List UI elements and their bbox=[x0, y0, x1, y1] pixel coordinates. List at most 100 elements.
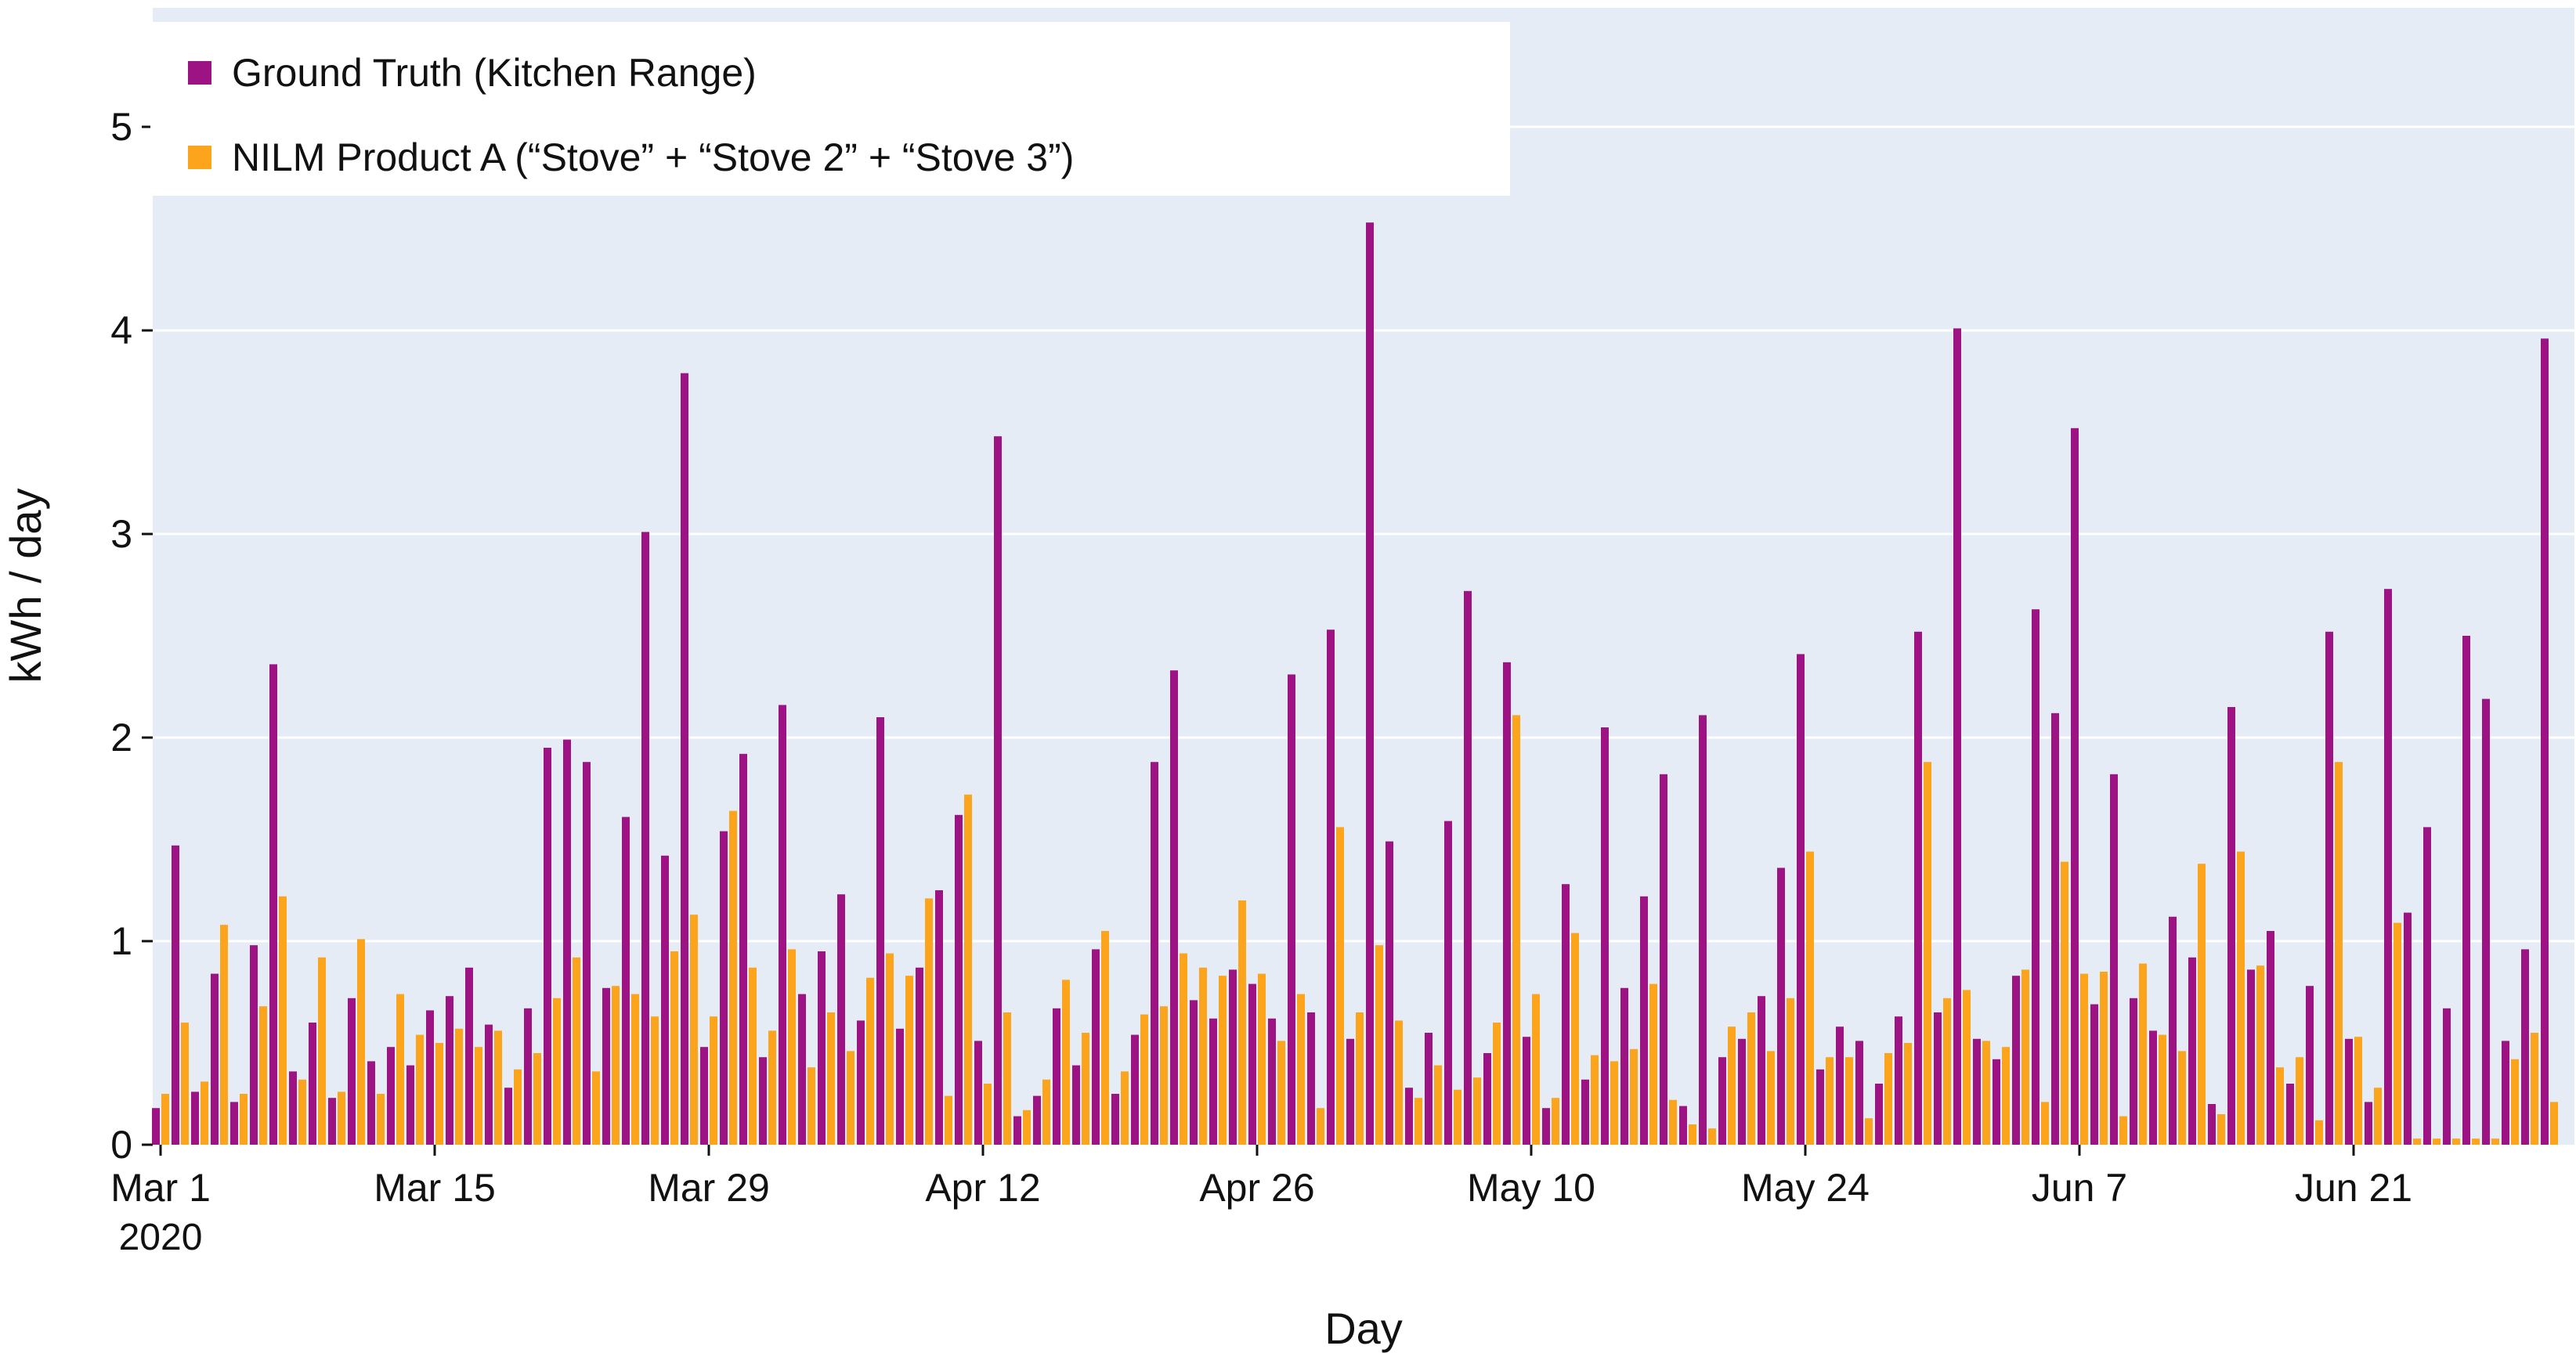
bar-nilm[interactable] bbox=[2100, 972, 2108, 1145]
bar-nilm[interactable] bbox=[1747, 1012, 1755, 1145]
bar-nilm[interactable] bbox=[807, 1067, 815, 1145]
bar-nilm[interactable] bbox=[1336, 827, 1344, 1145]
bar-nilm[interactable] bbox=[1904, 1043, 1912, 1145]
bar-nilm[interactable] bbox=[455, 1028, 463, 1145]
bar-nilm[interactable] bbox=[1728, 1026, 1736, 1145]
bar-ground-truth[interactable] bbox=[1875, 1084, 1883, 1145]
bar-ground-truth[interactable] bbox=[1934, 1012, 1942, 1145]
bar-ground-truth[interactable] bbox=[700, 1047, 708, 1145]
bar-nilm[interactable] bbox=[905, 976, 913, 1145]
bar-ground-truth[interactable] bbox=[2169, 916, 2177, 1145]
bar-nilm[interactable] bbox=[2315, 1120, 2323, 1145]
bar-ground-truth[interactable] bbox=[446, 996, 453, 1145]
bar-ground-truth[interactable] bbox=[1151, 762, 1158, 1145]
bar-nilm[interactable] bbox=[768, 1030, 776, 1145]
bar-ground-truth[interactable] bbox=[2443, 1008, 2451, 1145]
bar-ground-truth[interactable] bbox=[544, 748, 551, 1145]
bar-ground-truth[interactable] bbox=[2012, 976, 2020, 1145]
bar-ground-truth[interactable] bbox=[1738, 1038, 1746, 1145]
bar-ground-truth[interactable] bbox=[641, 532, 649, 1145]
bar-nilm[interactable] bbox=[788, 949, 796, 1145]
bar-nilm[interactable] bbox=[2531, 1033, 2538, 1145]
bar-ground-truth[interactable] bbox=[1797, 654, 1805, 1145]
bar-nilm[interactable] bbox=[1199, 967, 1207, 1145]
bar-nilm[interactable] bbox=[2021, 969, 2029, 1145]
bar-nilm[interactable] bbox=[1865, 1118, 1873, 1145]
bar-ground-truth[interactable] bbox=[896, 1028, 904, 1145]
bar-nilm[interactable] bbox=[1121, 1071, 1129, 1145]
bar-ground-truth[interactable] bbox=[1053, 1008, 1060, 1145]
bar-nilm[interactable] bbox=[1806, 851, 1814, 1145]
bar-ground-truth[interactable] bbox=[1562, 884, 1570, 1145]
bar-nilm[interactable] bbox=[2550, 1102, 2558, 1145]
bar-ground-truth[interactable] bbox=[955, 814, 963, 1145]
bar-nilm[interactable] bbox=[631, 994, 639, 1145]
bar-nilm[interactable] bbox=[1532, 994, 1540, 1145]
bar-ground-truth[interactable] bbox=[2345, 1038, 2353, 1145]
bar-nilm[interactable] bbox=[1414, 1098, 1422, 1145]
bar-nilm[interactable] bbox=[2178, 1051, 2186, 1145]
bar-nilm[interactable] bbox=[2159, 1034, 2166, 1145]
bar-nilm[interactable] bbox=[1649, 983, 1657, 1145]
bar-nilm[interactable] bbox=[1610, 1061, 1618, 1145]
bar-nilm[interactable] bbox=[2374, 1088, 2382, 1145]
bar-nilm[interactable] bbox=[592, 1071, 600, 1145]
bar-ground-truth[interactable] bbox=[504, 1088, 512, 1145]
bar-ground-truth[interactable] bbox=[191, 1091, 199, 1145]
bar-nilm[interactable] bbox=[690, 915, 698, 1145]
bar-ground-truth[interactable] bbox=[1013, 1116, 1021, 1145]
bar-nilm[interactable] bbox=[866, 977, 874, 1145]
bar-nilm[interactable] bbox=[964, 794, 972, 1145]
bar-ground-truth[interactable] bbox=[1640, 896, 1648, 1145]
bar-nilm[interactable] bbox=[2217, 1114, 2225, 1145]
bar-nilm[interactable] bbox=[1219, 976, 1227, 1145]
bar-ground-truth[interactable] bbox=[2541, 338, 2549, 1145]
bar-ground-truth[interactable] bbox=[2521, 949, 2529, 1145]
bar-nilm[interactable] bbox=[1317, 1108, 1324, 1145]
bar-nilm[interactable] bbox=[533, 1053, 541, 1145]
bar-ground-truth[interactable] bbox=[2247, 969, 2255, 1145]
bar-nilm[interactable] bbox=[1982, 1041, 1990, 1145]
bar-nilm[interactable] bbox=[1434, 1065, 1442, 1145]
bar-ground-truth[interactable] bbox=[935, 890, 943, 1145]
bar-ground-truth[interactable] bbox=[1209, 1018, 1217, 1145]
bar-ground-truth[interactable] bbox=[152, 1108, 160, 1145]
bar-ground-truth[interactable] bbox=[1170, 670, 1178, 1145]
bar-ground-truth[interactable] bbox=[2423, 827, 2431, 1145]
bar-ground-truth[interactable] bbox=[1620, 987, 1628, 1145]
bar-ground-truth[interactable] bbox=[2306, 986, 2314, 1145]
bar-ground-truth[interactable] bbox=[818, 951, 826, 1145]
bar-nilm[interactable] bbox=[1591, 1055, 1599, 1145]
bar-nilm[interactable] bbox=[396, 994, 404, 1145]
bar-nilm[interactable] bbox=[2511, 1059, 2519, 1145]
bar-nilm[interactable] bbox=[886, 953, 894, 1145]
bar-nilm[interactable] bbox=[729, 810, 737, 1145]
bar-ground-truth[interactable] bbox=[622, 817, 630, 1145]
bar-nilm[interactable] bbox=[2413, 1138, 2421, 1145]
bar-ground-truth[interactable] bbox=[1660, 774, 1667, 1145]
bar-nilm[interactable] bbox=[749, 967, 757, 1145]
bar-ground-truth[interactable] bbox=[720, 831, 728, 1145]
bar-ground-truth[interactable] bbox=[2032, 609, 2039, 1145]
bar-ground-truth[interactable] bbox=[1464, 590, 1472, 1145]
bar-nilm[interactable] bbox=[2080, 973, 2088, 1145]
bar-nilm[interactable] bbox=[710, 1016, 717, 1145]
bar-ground-truth[interactable] bbox=[348, 998, 356, 1145]
bar-ground-truth[interactable] bbox=[1581, 1079, 1589, 1145]
bar-nilm[interactable] bbox=[2061, 861, 2068, 1145]
bar-ground-truth[interactable] bbox=[1268, 1018, 1276, 1145]
bar-ground-truth[interactable] bbox=[1895, 1016, 1902, 1145]
bar-nilm[interactable] bbox=[2041, 1102, 2049, 1145]
bar-nilm[interactable] bbox=[1767, 1051, 1775, 1145]
bar-nilm[interactable] bbox=[220, 925, 228, 1145]
bar-ground-truth[interactable] bbox=[250, 945, 258, 1145]
bar-nilm[interactable] bbox=[1571, 933, 1579, 1145]
bar-ground-truth[interactable] bbox=[1405, 1088, 1413, 1145]
bar-nilm[interactable] bbox=[925, 898, 933, 1145]
bar-nilm[interactable] bbox=[2237, 851, 2245, 1145]
bar-ground-truth[interactable] bbox=[974, 1041, 982, 1145]
bar-ground-truth[interactable] bbox=[1072, 1065, 1080, 1145]
bar-nilm[interactable] bbox=[201, 1081, 208, 1145]
bar-nilm[interactable] bbox=[416, 1034, 424, 1145]
bar-nilm[interactable] bbox=[514, 1069, 522, 1145]
